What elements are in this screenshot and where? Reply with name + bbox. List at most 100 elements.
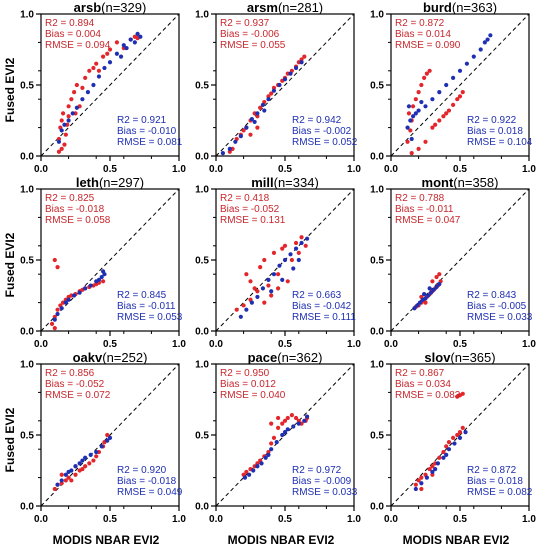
data-point-red [53,487,57,491]
data-point-blue [288,72,292,76]
data-point-blue [405,126,409,130]
data-point-red [302,55,306,59]
data-point-blue [479,47,483,51]
data-point-red [91,458,95,462]
data-point-blue [62,123,66,127]
data-point-blue [419,481,423,485]
data-point-blue [266,278,270,282]
data-point-red [419,487,423,491]
data-point-red [80,86,84,90]
data-point-red [269,293,273,297]
data-point-blue [266,97,270,101]
data-point-red [53,326,57,330]
data-point-blue [133,40,137,44]
data-point-blue [444,83,448,87]
data-point-red [53,258,57,262]
data-point-blue [302,419,306,423]
x-tick-label: 0.5 [453,339,467,350]
stats-text-blue: Bias = -0.042 [292,301,352,312]
data-point-blue [247,473,251,477]
data-point-blue [437,282,441,286]
data-point-blue [244,308,248,312]
data-point-blue [67,298,71,302]
data-point-blue [89,283,93,287]
stats-text-blue: R2 = 0.972 [292,465,342,476]
x-tick-label: 0.0 [384,514,398,525]
data-point-blue [472,55,476,59]
y-tick-label: 1.0 [370,360,384,371]
x-tick-label: 0.5 [453,164,467,175]
data-point-blue [262,108,266,112]
y-tick-label: 0.5 [20,431,34,442]
data-point-blue [108,60,112,64]
data-point-red [276,286,280,290]
data-point-blue [297,258,301,262]
data-point-red [244,272,248,276]
x-tick-label: 1.0 [347,164,361,175]
stats-text-blue: Bias = 0.018 [467,126,523,137]
stats-text-red: R2 = 0.788 [395,193,445,204]
data-point-red [422,76,426,80]
data-point-red [410,151,414,155]
y-tick-label: 1.0 [195,10,209,21]
stats-text-red: R2 = 0.872 [395,18,445,29]
y-tick-label: 1.0 [370,185,384,196]
panel-site-name: leth [76,175,99,190]
data-point-blue [60,128,64,132]
data-point-blue [108,436,112,440]
data-point-blue [305,237,309,241]
stats-text-red: Bias = 0.004 [45,29,101,40]
data-point-blue [299,241,303,245]
panel-site-name: slov [424,350,451,365]
panel-title: mill(n=334) [251,175,319,190]
stats-text-blue: Bias = -0.009 [292,476,352,487]
data-point-blue [294,66,298,70]
stats-text-blue: RMSE = 0.049 [117,487,183,498]
scatter-panel-arsb: arsb(n=329)0.00.00.50.51.01.0R2 = 0.894B… [20,0,186,175]
stats-text-red: RMSE = 0.047 [395,215,461,226]
data-point-blue [444,453,448,457]
data-point-blue [447,447,451,451]
data-point-red [55,265,59,269]
data-point-blue [102,66,106,70]
y-tick-label: 0.0 [195,327,209,338]
data-point-red [451,436,455,440]
data-point-blue [423,104,427,108]
data-point-blue [428,286,432,290]
data-point-blue [228,147,232,151]
data-point-red [57,150,61,154]
scatter-panel-mont: mont(n=358)0.00.00.50.51.01.0R2 = 0.788B… [370,175,536,350]
data-point-red [430,279,434,283]
stats-text-red: Bias = -0.018 [45,204,105,215]
data-point-red [447,108,451,112]
data-point-blue [115,52,119,56]
data-point-red [72,90,76,94]
x-tick-label: 0.0 [384,339,398,350]
y-tick-label: 0.5 [20,256,34,267]
stats-text-blue: RMSE = 0.081 [117,137,183,148]
data-point-blue [283,77,287,81]
data-point-blue [55,483,59,487]
x-tick-label: 0.0 [34,164,48,175]
data-point-red [272,251,276,255]
stats-text-blue: Bias = -0.010 [117,126,177,137]
y-tick-label: 0.0 [20,327,34,338]
data-point-blue [436,461,440,465]
data-point-blue [425,476,429,480]
data-point-blue [294,247,298,251]
data-point-blue [299,60,303,64]
data-point-blue [305,414,309,418]
data-point-blue [422,292,426,296]
stats-text-blue: R2 = 0.843 [467,290,517,301]
data-point-blue [269,289,273,293]
data-point-blue [71,111,75,115]
stats-text-red: RMSE = 0.083 [395,390,461,401]
stats-text-blue: Bias = 0.018 [467,476,523,487]
stats-text-blue: R2 = 0.872 [467,465,517,476]
x-tick-label: 1.0 [172,514,186,525]
stats-text-blue: Bias = -0.011 [117,301,176,312]
data-point-red [64,133,68,137]
y-tick-label: 0.5 [370,431,384,442]
data-point-blue [78,291,82,295]
stats-text-red: Bias = -0.006 [220,29,280,40]
